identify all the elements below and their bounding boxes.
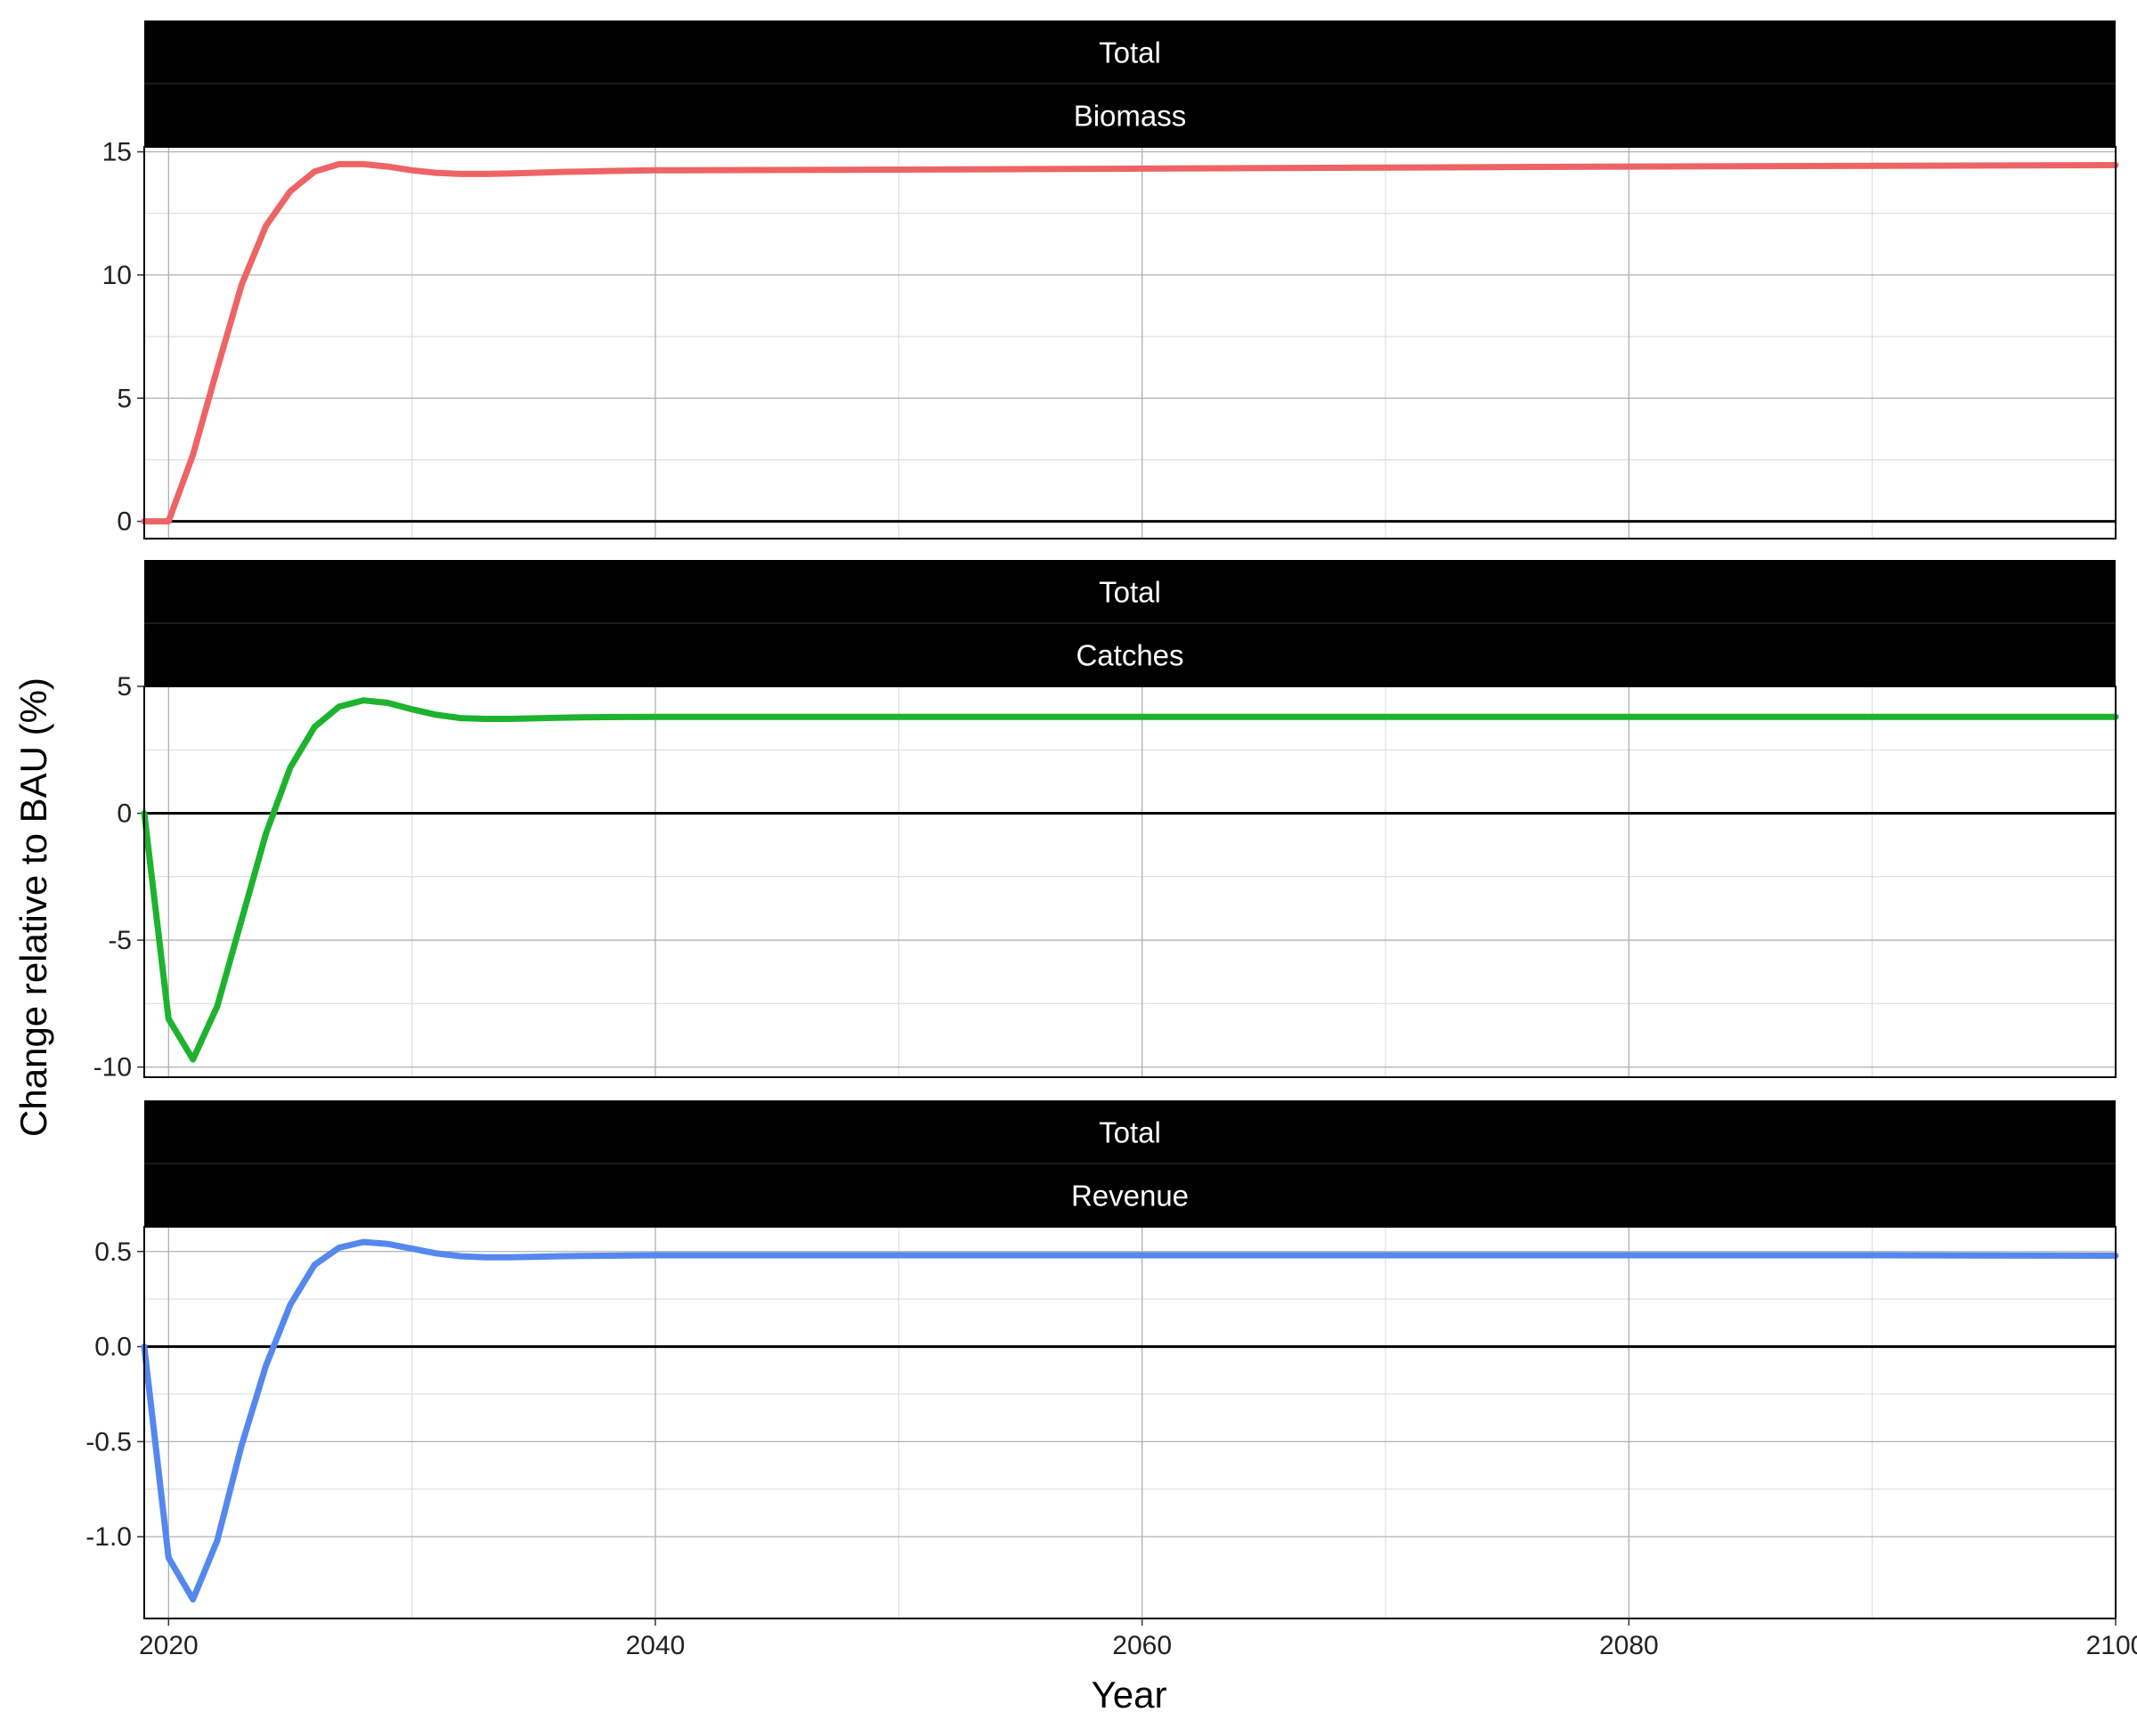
strip-label-bottom: Catches (1076, 639, 1183, 672)
strip-label-top: Total (1099, 37, 1161, 69)
x-axis: 2020 2040 2060 2080 2100 (139, 1618, 2137, 1660)
panel-biomass: Total Biomass 0 5 10 15 (102, 20, 2119, 539)
strip-top (144, 1100, 2116, 1164)
x-tick-label: 2020 (139, 1631, 199, 1660)
plot-background (144, 1227, 2116, 1618)
y-tick-label: -1.0 (85, 1522, 132, 1552)
strip-bottom (144, 623, 2116, 686)
panel-revenue: Total Revenue -1.0 -0.5 0.0 0.5 (85, 1100, 2119, 1619)
y-tick-label: 15 (102, 138, 132, 167)
panel-catches: Total Catches -10 -5 0 5 (93, 560, 2119, 1083)
x-tick-label: 2080 (1599, 1631, 1659, 1660)
series-line-revenue (141, 1238, 2119, 1603)
y-tick-label: -5 (108, 926, 132, 955)
strip-top (144, 20, 2116, 84)
y-tick-label: -0.5 (85, 1427, 132, 1456)
y-tick-label: 5 (117, 672, 132, 702)
y-tick-label: 0 (117, 507, 132, 537)
panels-group: TotalBiomass051015TotalCatches-10-505Tot… (85, 20, 2119, 1619)
strip-top (144, 560, 2116, 623)
x-axis-title: Year (1092, 1674, 1167, 1716)
strip-label-bottom: Revenue (1071, 1180, 1189, 1213)
plot-background (144, 147, 2116, 539)
strip-bottom (144, 1164, 2116, 1227)
panel-border (143, 1226, 2117, 1619)
y-axis-title: Change relative to BAU (%) (12, 677, 54, 1137)
strip-label-bottom: Biomass (1074, 100, 1187, 133)
y-tick-label: 0.5 (94, 1237, 132, 1267)
x-tick-label: 2040 (626, 1631, 686, 1660)
y-tick-label: -10 (93, 1053, 132, 1083)
y-tick-label: 0 (117, 799, 132, 829)
panel-border (143, 146, 2117, 539)
y-tick-label: 5 (117, 384, 132, 413)
x-tick-label: 2100 (2086, 1631, 2137, 1660)
y-tick-label: 0.0 (94, 1333, 132, 1362)
panel-border (143, 685, 2117, 1078)
strip-bottom (144, 84, 2116, 147)
x-tick-label: 2060 (1112, 1631, 1172, 1660)
plot-background (144, 686, 2116, 1077)
y-tick-label: 10 (102, 261, 132, 290)
strip-label-top: Total (1099, 1116, 1161, 1149)
series-line-catches (141, 697, 2119, 1063)
series-line-biomass (141, 160, 2119, 525)
strip-label-top: Total (1099, 576, 1161, 609)
